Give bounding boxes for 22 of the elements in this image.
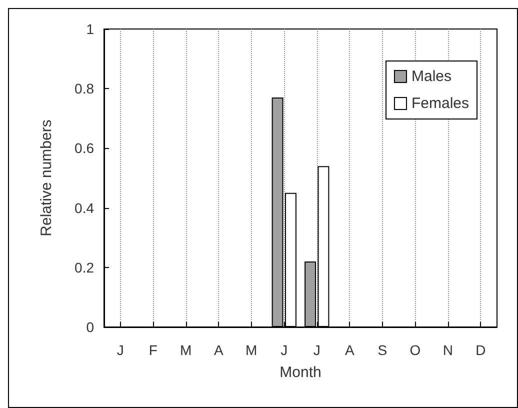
y-tick-label: 0.2 [74, 259, 94, 276]
legend-label: Males [411, 68, 452, 85]
y-tick-label: 0 [86, 319, 94, 335]
y-tick-label: 0.4 [74, 200, 94, 216]
legend-label: Females [411, 95, 470, 112]
x-tick-label: A [344, 342, 355, 358]
y-tick-label: 0.6 [74, 140, 94, 156]
x-tick-label: M [246, 342, 258, 358]
x-tick-label: A [214, 342, 224, 358]
x-tick-label: D [476, 342, 486, 358]
y-tick-label: 1 [86, 21, 94, 37]
x-tick-label: J [313, 342, 320, 358]
x-tick-label: M [180, 342, 192, 358]
x-tick-label: N [442, 342, 453, 358]
x-tick-label: S [378, 342, 388, 358]
x-tick-label: J [280, 342, 288, 358]
x-axis-title: Month [280, 364, 322, 381]
y-axis-title: Relative numbers [38, 120, 55, 236]
x-tick-label: O [410, 342, 421, 358]
y-tick-label: 0.8 [74, 80, 94, 97]
x-tick-label: F [148, 342, 158, 358]
x-tick-label: J [116, 342, 124, 358]
